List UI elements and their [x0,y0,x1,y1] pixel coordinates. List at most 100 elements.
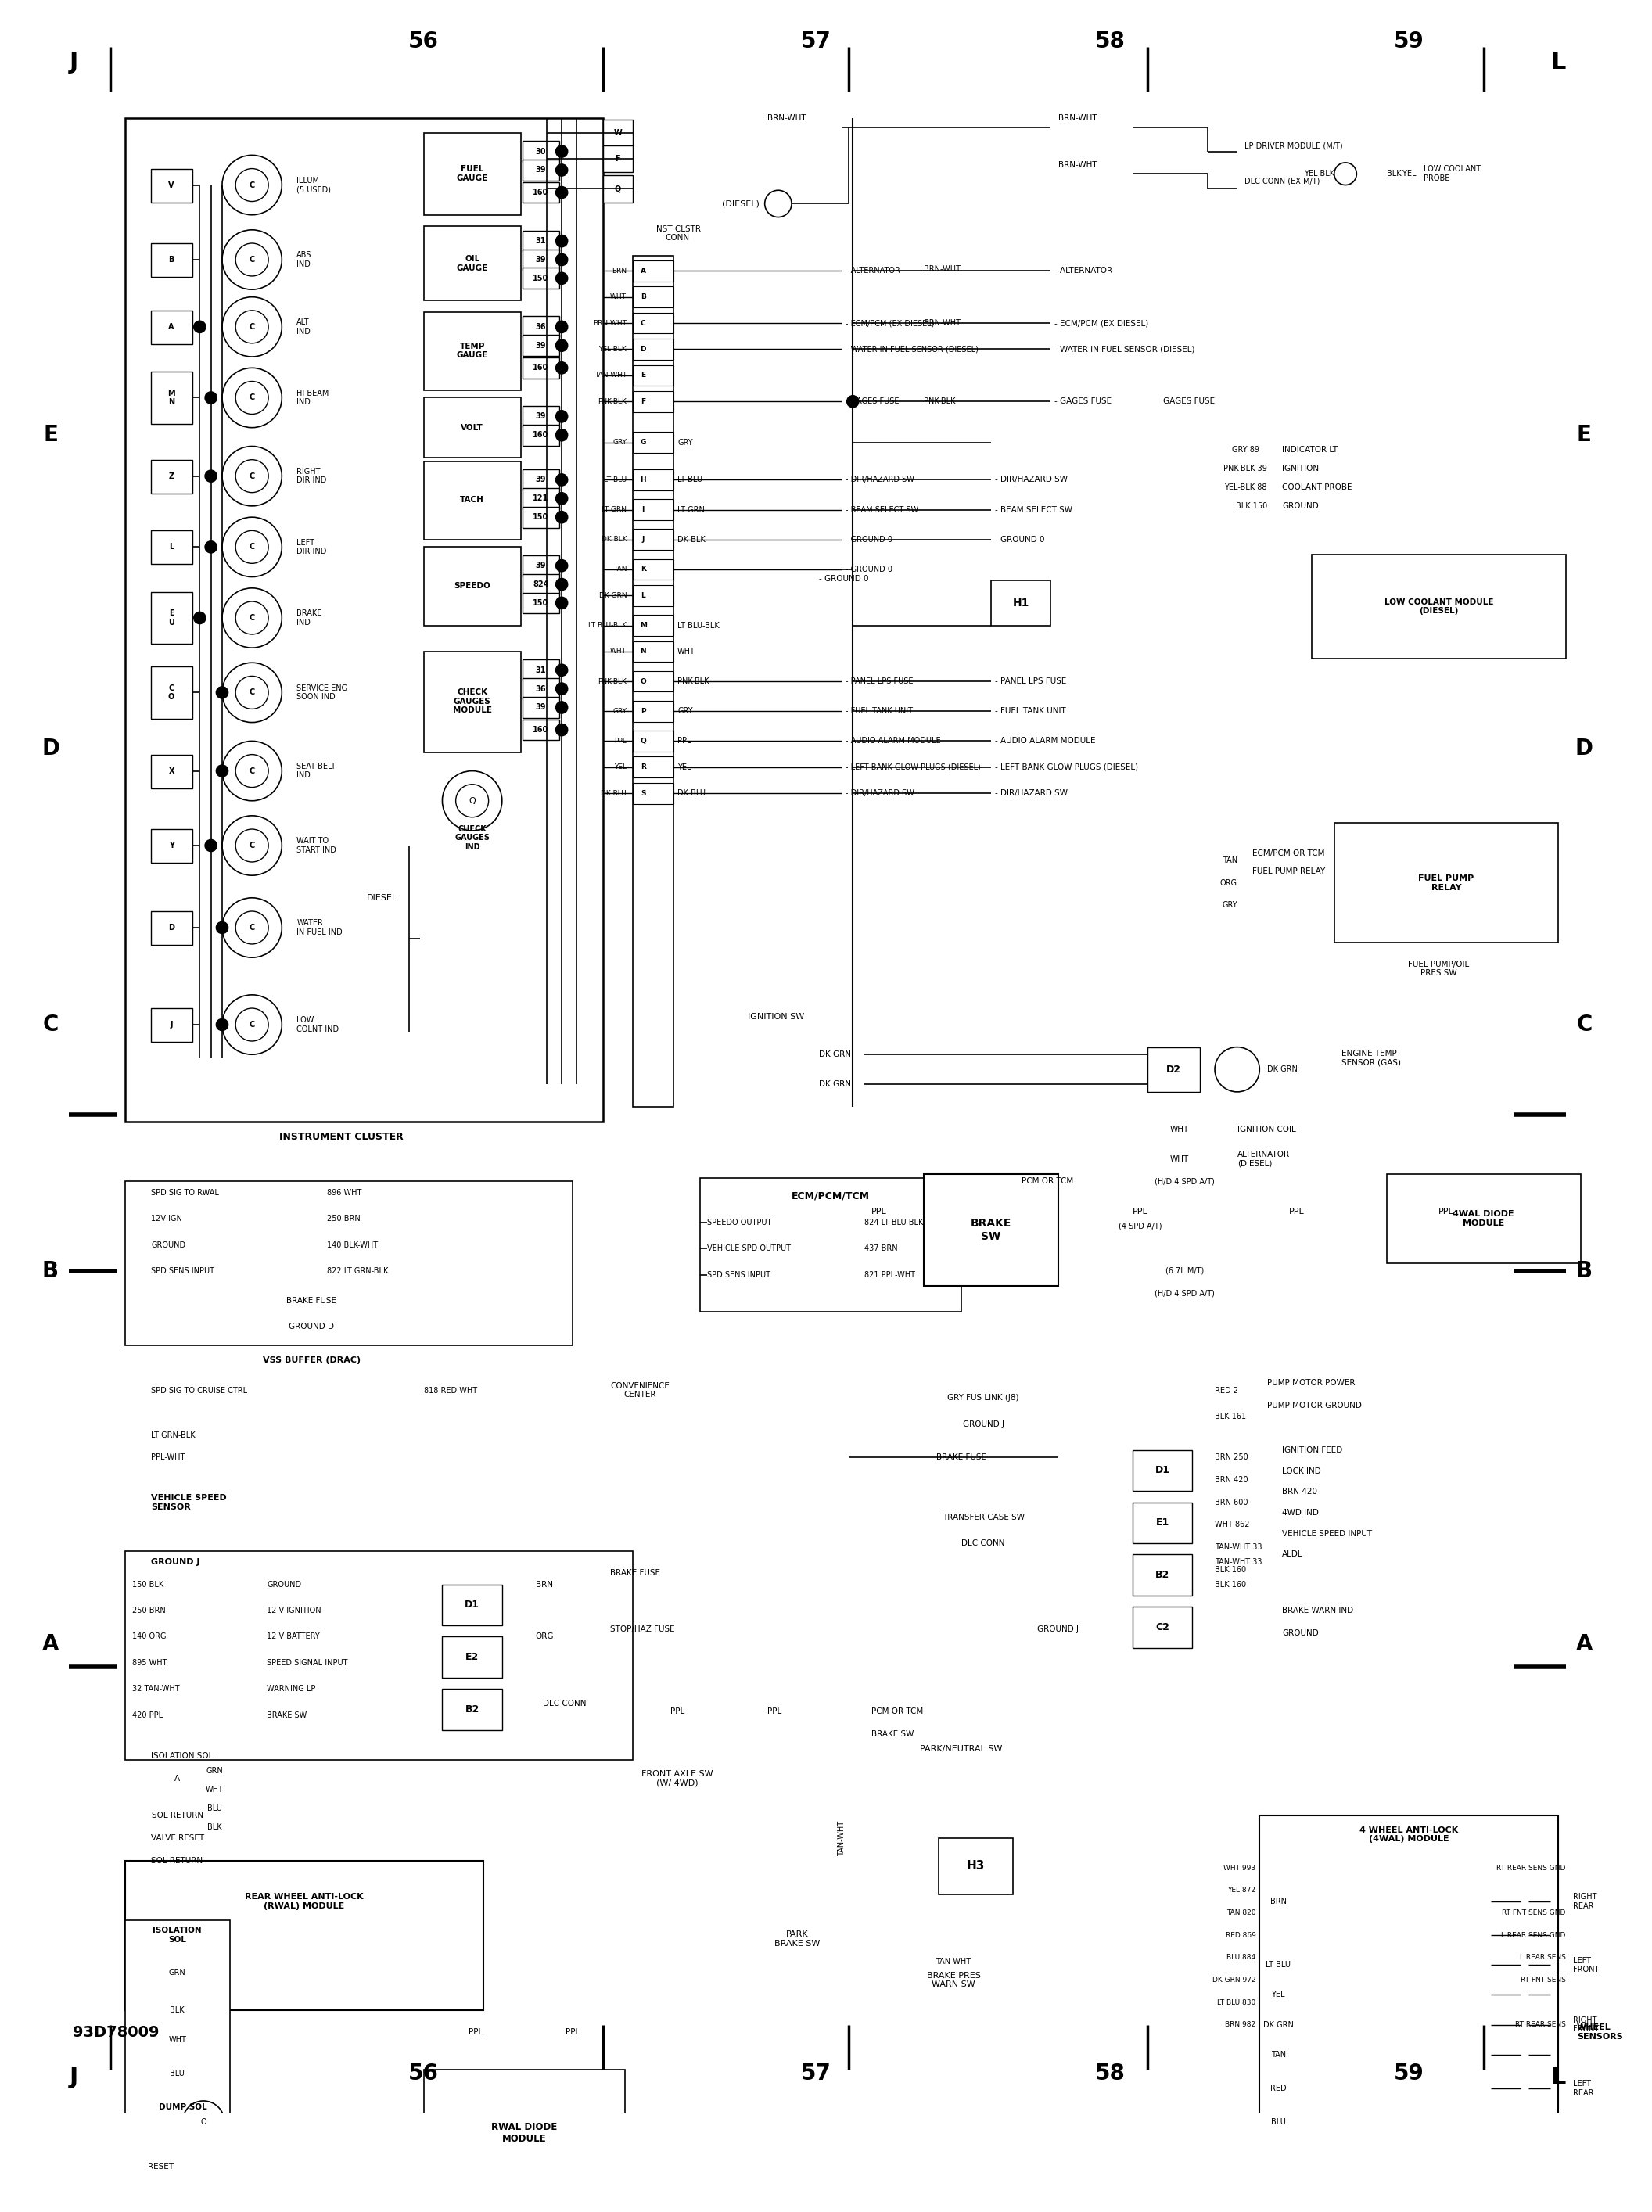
Text: PARK
BRAKE SW: PARK BRAKE SW [775,1931,819,1947]
Text: L REAR SENS: L REAR SENS [1520,1953,1566,1962]
Text: C: C [249,544,254,551]
Bar [423,398,520,458]
Bar [522,555,560,575]
Bar [423,653,520,752]
Text: 93D78009: 93D78009 [73,2024,159,2039]
Text: BRAKE FUSE: BRAKE FUSE [287,1296,337,1305]
Bar [633,584,674,606]
Text: BLU: BLU [206,1805,221,1812]
Text: D1: D1 [464,1599,479,1610]
Circle shape [221,664,282,723]
Circle shape [443,772,502,832]
Text: ABS
IND: ABS IND [297,252,312,268]
Bar [152,460,192,493]
Text: FUEL
GAUGE: FUEL GAUGE [456,166,487,181]
Bar [522,573,560,595]
Text: BRN-WHT: BRN-WHT [767,115,806,122]
Text: GRY: GRY [1222,900,1237,909]
Circle shape [555,511,568,522]
Text: FUEL PUMP/OIL
PRES SW: FUEL PUMP/OIL PRES SW [1408,960,1469,978]
Bar [152,666,192,719]
Text: WHT 993: WHT 993 [1224,1865,1256,1871]
Text: SPEED SIGNAL INPUT: SPEED SIGNAL INPUT [268,1659,349,1666]
Circle shape [555,493,568,504]
Text: 39: 39 [535,166,547,175]
Text: 150: 150 [534,599,548,606]
Bar [152,830,192,863]
Text: Y: Y [169,841,173,849]
Text: J: J [69,2066,78,2088]
Text: VEHICLE SPD OUTPUT: VEHICLE SPD OUTPUT [707,1245,791,1252]
Text: GROUND J: GROUND J [1037,1626,1079,1632]
Text: GRY FUS LINK (J8): GRY FUS LINK (J8) [948,1394,1019,1402]
Text: GRY: GRY [613,708,626,714]
Text: RED 2: RED 2 [1214,1387,1239,1394]
Bar [522,358,560,378]
Text: 150: 150 [534,274,548,283]
Circle shape [456,785,489,816]
Text: INST CLSTR
CONN: INST CLSTR CONN [654,226,700,241]
Text: BRN-WHT: BRN-WHT [1057,115,1097,122]
Text: GROUND J: GROUND J [963,1420,1004,1429]
Bar [633,757,674,779]
Text: BRAKE FUSE: BRAKE FUSE [937,1453,986,1462]
Text: REAR WHEEL ANTI-LOCK
(RWAL) MODULE: REAR WHEEL ANTI-LOCK (RWAL) MODULE [244,1893,363,1911]
Text: LOCK IND: LOCK IND [1282,1467,1322,1475]
Text: WARNING LP: WARNING LP [268,1686,316,1692]
Circle shape [555,146,568,157]
Text: D: D [639,345,646,352]
Bar [1133,1606,1193,1648]
Text: RESET: RESET [147,2163,173,2170]
Text: BRN-WHT: BRN-WHT [593,319,626,327]
Text: E: E [43,425,58,447]
Bar [423,460,520,540]
Text: LT BLU: LT BLU [605,476,626,484]
Circle shape [555,254,568,265]
Text: 4 WHEEL ANTI-LOCK
(4WAL) MODULE: 4 WHEEL ANTI-LOCK (4WAL) MODULE [1360,1827,1459,1843]
Text: A: A [175,1774,180,1783]
Text: 57: 57 [801,31,831,53]
Text: - FUEL TANK UNIT: - FUEL TANK UNIT [995,708,1066,714]
Text: DK GRN 972: DK GRN 972 [1213,1978,1256,1984]
Text: BRAKE
SW: BRAKE SW [970,1219,1011,1241]
Text: TAN: TAN [1270,2051,1285,2059]
Text: C: C [249,257,254,263]
Text: Q: Q [615,186,621,192]
Text: SERVICE ENG
SOON IND: SERVICE ENG SOON IND [297,684,347,701]
Bar [152,911,192,945]
Text: RT REAR SENS GND: RT REAR SENS GND [1497,1865,1566,1871]
Text: BRN 420: BRN 420 [1282,1489,1317,1495]
Text: J: J [69,51,78,73]
Text: B2: B2 [464,1703,479,1714]
Circle shape [555,363,568,374]
Text: (4 SPD A/T): (4 SPD A/T) [1118,1223,1161,1230]
Text: LT GRN-BLK: LT GRN-BLK [152,1431,195,1440]
Text: HI BEAM
IND: HI BEAM IND [297,389,329,407]
Text: RIGHT
REAR: RIGHT REAR [1573,1893,1597,1911]
Bar [152,593,192,644]
Bar [152,168,192,201]
Text: P: P [641,708,646,714]
Text: - ALTERNATOR: - ALTERNATOR [846,268,900,274]
Text: GROUND D: GROUND D [289,1323,334,1332]
Bar [443,1637,502,1677]
Text: WHT: WHT [206,1785,223,1794]
Bar [938,1838,1013,1893]
Bar [126,1860,484,2011]
Text: BRAKE PRES
WARN SW: BRAKE PRES WARN SW [927,1971,981,1989]
Bar [522,659,560,681]
Circle shape [555,234,568,248]
Text: G: G [641,438,646,447]
Text: RIGHT
FRONT: RIGHT FRONT [1573,2017,1599,2033]
Text: A: A [41,1632,59,1655]
Text: LT BLU: LT BLU [677,476,702,484]
Text: F: F [641,398,646,405]
Text: PPL: PPL [615,737,626,745]
Text: RT FNT SENS GND: RT FNT SENS GND [1502,1909,1566,1916]
Text: 39: 39 [535,341,547,349]
Bar [152,1009,192,1042]
Text: VALVE RESET: VALVE RESET [152,1834,205,1843]
Circle shape [221,816,282,876]
Circle shape [221,588,282,648]
Circle shape [236,168,268,201]
